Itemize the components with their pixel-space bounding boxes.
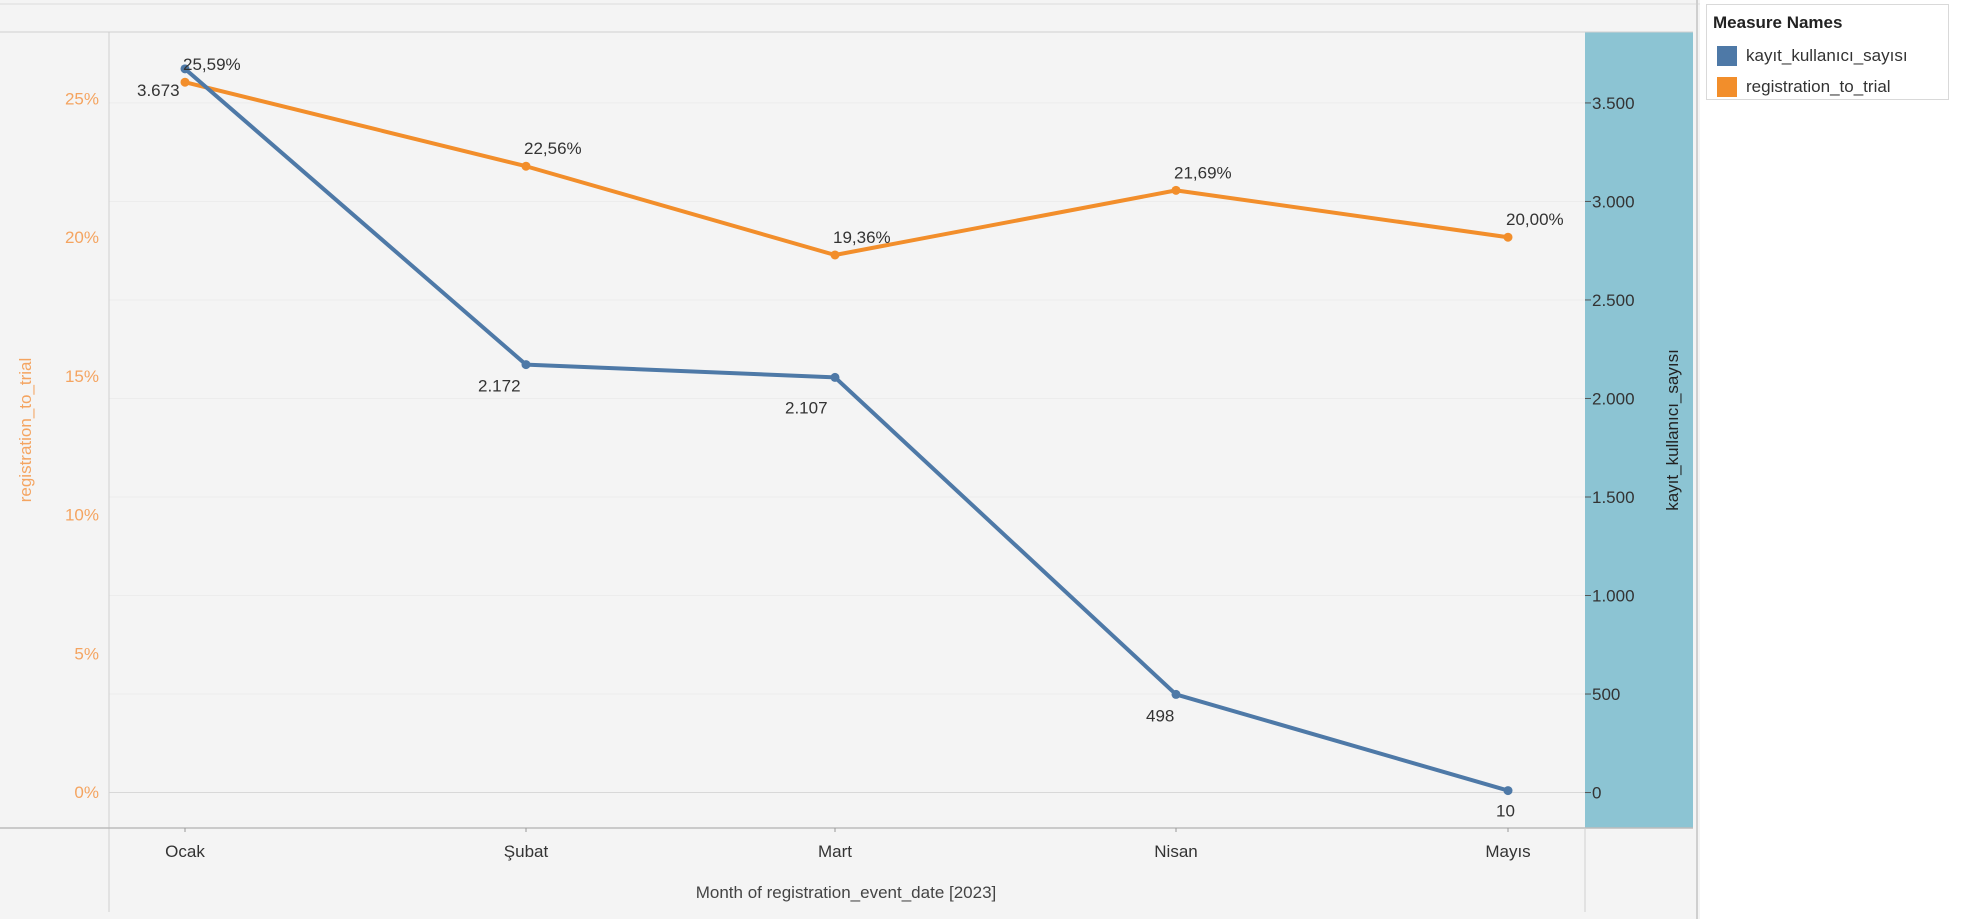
x-axis-tick-label: Nisan <box>1154 842 1197 861</box>
legend-label-registration: registration_to_trial <box>1746 77 1891 96</box>
right-axis-tick-label: 0 <box>1592 784 1601 803</box>
registration-to-trial-data-label: 21,69% <box>1174 163 1232 182</box>
legend-item-registration[interactable]: registration_to_trial <box>1717 76 1891 98</box>
right-axis-tick-label: 2.500 <box>1592 291 1635 310</box>
x-axis-tick-label: Mart <box>818 842 852 861</box>
registration-to-trial-point <box>1503 232 1513 242</box>
right-axis-tick-label: 1.500 <box>1592 488 1635 507</box>
kayit-kullanici-sayisi-point <box>180 64 190 74</box>
kayit-kullanici-sayisi-data-label: 2.107 <box>785 398 828 417</box>
registration-to-trial-point <box>180 77 190 87</box>
left-axis-title: registration_to_trial <box>16 358 35 503</box>
registration-to-trial-point <box>1171 185 1181 195</box>
dual-axis-line-chart: 0% 5% 10% 15% 20% 25% 0 500 1.000 1.500 2.000 2.500… <box>0 0 1700 919</box>
x-axis-tick-label: Ocak <box>165 842 205 861</box>
kayit-kullanici-sayisi-data-label: 498 <box>1146 706 1174 725</box>
legend-swatch-kayit <box>1717 46 1737 66</box>
left-axis-tick-label: 5% <box>74 644 99 663</box>
left-axis-tick-label: 15% <box>65 367 99 386</box>
kayit-kullanici-sayisi-point <box>521 360 531 370</box>
legend-item-kayit[interactable]: kayıt_kullanıcı_sayısı <box>1717 45 1908 67</box>
kayit-kullanici-sayisi-data-label: 10 <box>1496 802 1515 821</box>
chart-background <box>0 0 1700 919</box>
right-axis-tick-label: 2.000 <box>1592 389 1635 408</box>
right-axis-tick-label: 3.500 <box>1592 94 1635 113</box>
right-axis-tick-label: 500 <box>1592 685 1620 704</box>
registration-to-trial-point <box>521 161 531 171</box>
right-axis-band <box>1585 32 1693 828</box>
left-axis-tick-label: 0% <box>74 783 99 802</box>
legend-swatch-registration <box>1717 77 1737 97</box>
legend: Measure Names kayıt_kullanıcı_sayısı reg… <box>1706 4 1949 100</box>
kayit-kullanici-sayisi-point <box>1171 689 1181 699</box>
x-axis-title: Month of registration_event_date [2023] <box>696 883 997 902</box>
kayit-kullanici-sayisi-point <box>830 372 840 382</box>
x-axis-tick-label: Şubat <box>504 842 549 861</box>
left-axis-tick-label: 25% <box>65 90 99 109</box>
kayit-kullanici-sayisi-data-label: 2.172 <box>478 377 521 396</box>
kayit-kullanici-sayisi-data-label: 3.673 <box>137 81 180 100</box>
registration-to-trial-data-label: 20,00% <box>1506 210 1564 229</box>
registration-to-trial-data-label: 19,36% <box>833 228 891 247</box>
left-axis-tick-label: 10% <box>65 506 99 525</box>
x-axis-tick-label: Mayıs <box>1485 842 1530 861</box>
right-axis-tick-label: 1.000 <box>1592 587 1635 606</box>
left-axis-tick-label: 20% <box>65 228 99 247</box>
registration-to-trial-point <box>830 250 840 260</box>
registration-to-trial-data-label: 25,59% <box>183 55 241 74</box>
registration-to-trial-data-label: 22,56% <box>524 139 582 158</box>
right-axis-tick-label: 3.000 <box>1592 192 1635 211</box>
legend-title: Measure Names <box>1713 13 1843 32</box>
right-axis-title: kayıt_kullanıcı_sayısı <box>1663 349 1682 511</box>
kayit-kullanici-sayisi-point <box>1503 786 1513 796</box>
legend-label-kayit: kayıt_kullanıcı_sayısı <box>1746 46 1908 65</box>
